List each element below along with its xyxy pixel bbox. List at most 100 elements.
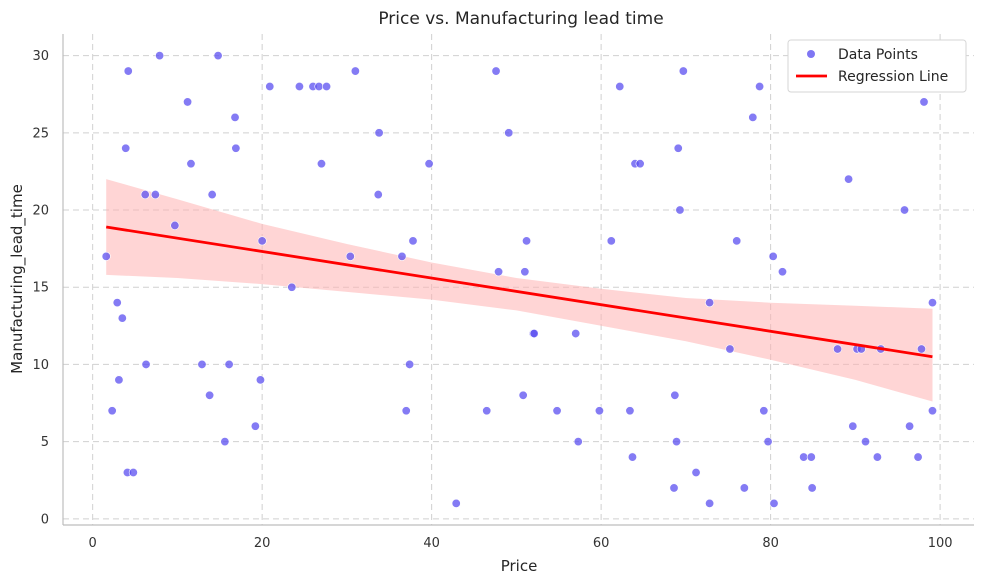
data-point [224, 359, 234, 369]
data-point [482, 406, 492, 416]
data-point [207, 190, 217, 200]
data-point [769, 498, 779, 508]
y-tick-label: 10 [32, 358, 49, 373]
data-point [678, 66, 688, 76]
data-point [552, 406, 562, 416]
data-point [494, 267, 504, 277]
data-point [451, 498, 461, 508]
y-tick-label: 25 [32, 126, 49, 141]
y-tick-label: 20 [32, 204, 49, 219]
data-point [408, 236, 418, 246]
legend-box [787, 39, 967, 93]
data-point [520, 267, 530, 277]
data-point [615, 81, 625, 91]
data-point [529, 329, 539, 339]
data-point [844, 174, 854, 184]
data-point [573, 437, 583, 447]
tick-labels-layer: 0 20 40 60 80 100 0 5 10 15 20 25 30 [32, 49, 952, 551]
data-point [397, 251, 407, 261]
data-point [763, 437, 773, 447]
data-point [927, 298, 937, 308]
data-point [287, 282, 297, 292]
data-point [213, 51, 223, 61]
data-point [861, 437, 871, 447]
axes-layer [62, 34, 974, 526]
data-point [627, 452, 637, 462]
data-point [705, 298, 715, 308]
confidence-band [106, 179, 933, 402]
data-point [155, 51, 165, 61]
data-point [107, 406, 117, 416]
data-point [777, 267, 787, 277]
x-axis-label: Price [501, 557, 538, 575]
data-point [927, 406, 937, 416]
data-point [913, 452, 923, 462]
data-point [670, 390, 680, 400]
data-point [571, 329, 581, 339]
data-point [759, 406, 769, 416]
data-point [230, 112, 240, 122]
data-points-layer [101, 51, 937, 508]
data-point [123, 66, 133, 76]
x-tick-label: 40 [423, 536, 440, 551]
data-point [405, 359, 415, 369]
legend: Data Points Regression Line [787, 39, 967, 93]
data-point [691, 468, 701, 478]
data-point [872, 452, 882, 462]
data-point [594, 406, 604, 416]
data-point [919, 97, 929, 107]
data-point [806, 452, 816, 462]
x-tick-label: 0 [89, 536, 97, 551]
x-tick-label: 20 [254, 536, 271, 551]
data-point [141, 359, 151, 369]
data-point [768, 251, 778, 261]
data-point [725, 344, 735, 354]
data-point [625, 406, 635, 416]
data-point [672, 437, 682, 447]
data-point [314, 81, 324, 91]
y-tick-label: 5 [41, 435, 49, 450]
data-point [112, 298, 122, 308]
data-point [848, 421, 858, 431]
data-point [117, 313, 127, 323]
data-point [140, 190, 150, 200]
chart-title: Price vs. Manufacturing lead time [378, 9, 663, 29]
data-point [205, 390, 215, 400]
data-point [265, 81, 275, 91]
data-point [350, 66, 360, 76]
data-point [504, 128, 514, 138]
data-point [491, 66, 501, 76]
data-point [401, 406, 411, 416]
x-tick-label: 60 [593, 536, 610, 551]
data-point [231, 143, 241, 153]
data-point [128, 468, 138, 478]
data-point [322, 81, 332, 91]
data-point [799, 452, 809, 462]
data-point [900, 205, 910, 215]
data-point [183, 97, 193, 107]
data-point [673, 143, 683, 153]
data-point [424, 159, 434, 169]
data-point [294, 81, 304, 91]
y-tick-label: 15 [32, 281, 49, 296]
data-point [739, 483, 749, 493]
y-tick-label: 30 [32, 49, 49, 64]
data-point [374, 128, 384, 138]
data-point [170, 220, 180, 230]
data-point [150, 190, 160, 200]
data-point [121, 143, 131, 153]
data-point [257, 236, 267, 246]
y-tick-label: 0 [41, 512, 49, 527]
data-point [748, 112, 758, 122]
data-point [732, 236, 742, 246]
data-point [807, 483, 817, 493]
data-point [220, 437, 230, 447]
data-point [255, 375, 265, 385]
data-point [606, 236, 616, 246]
y-axis-label: Manufacturing_lead_time [8, 184, 27, 374]
data-point [635, 159, 645, 169]
data-point [669, 483, 679, 493]
legend-label-data-points: Data Points [838, 47, 918, 63]
